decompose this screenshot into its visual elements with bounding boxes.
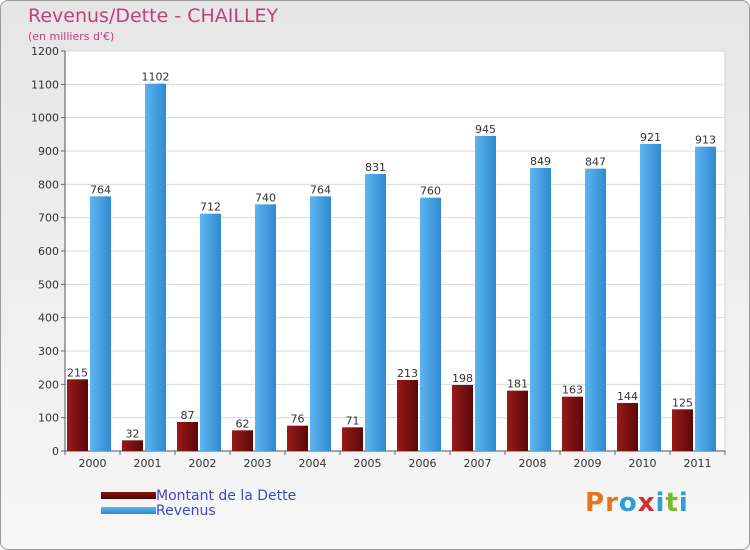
- data-label-revenus: 831: [365, 161, 386, 174]
- bar-revenus: [365, 174, 386, 451]
- y-tick-label: 800: [38, 178, 59, 191]
- bar-dette: [287, 425, 308, 451]
- x-tick-label: 2011: [684, 457, 712, 470]
- data-label-dette: 198: [452, 372, 473, 385]
- bar-dette: [122, 440, 143, 451]
- data-label-dette: 87: [181, 409, 195, 422]
- y-tick-label: 1100: [31, 78, 59, 91]
- bar-dette: [177, 422, 198, 451]
- bar-dette: [562, 396, 583, 451]
- x-tick-label: 2004: [299, 457, 327, 470]
- data-label-dette: 32: [126, 427, 140, 440]
- y-tick-label: 100: [38, 412, 59, 425]
- bar-revenus: [145, 83, 166, 452]
- y-tick-label: 400: [38, 312, 59, 325]
- proxiti-logo: Proxiti: [585, 488, 689, 518]
- bar-revenus: [530, 168, 551, 451]
- bar-dette: [397, 380, 418, 451]
- x-tick-label: 2007: [464, 457, 492, 470]
- data-label-revenus: 849: [530, 155, 551, 168]
- bar-revenus: [310, 196, 331, 451]
- data-label-revenus: 764: [90, 183, 111, 196]
- legend-label-dette: Montant de la Dette: [156, 487, 297, 504]
- y-tick-label: 1200: [31, 45, 59, 58]
- data-label-revenus: 712: [200, 201, 221, 214]
- data-label-dette: 76: [291, 413, 305, 426]
- data-label-dette: 71: [346, 414, 360, 427]
- chart-title: Revenus/Dette - CHAILLEY: [28, 5, 279, 27]
- y-tick-label: 600: [38, 245, 59, 258]
- bar-revenus: [255, 204, 276, 451]
- legend-swatch-dette: [101, 492, 156, 499]
- y-tick-label: 900: [38, 145, 59, 158]
- legend-item-dette: Montant de la Dette: [101, 487, 297, 504]
- x-tick-label: 2005: [354, 457, 382, 470]
- bar-revenus: [585, 168, 606, 451]
- bar-dette: [342, 427, 363, 451]
- x-tick-label: 2010: [629, 457, 657, 470]
- bar-dette: [672, 409, 693, 451]
- y-tick-label: 200: [38, 378, 59, 391]
- bar-revenus: [90, 196, 111, 451]
- bar-revenus: [695, 146, 716, 451]
- legend-swatch-revenus: [101, 507, 156, 514]
- bar-dette: [232, 430, 253, 451]
- bar-revenus: [420, 197, 441, 451]
- x-tick-label: 2001: [134, 457, 162, 470]
- bar-revenus: [475, 136, 496, 451]
- y-tick-label: 0: [52, 445, 59, 458]
- chart-subtitle: (en milliers d'€): [28, 30, 115, 43]
- bar-revenus: [640, 144, 661, 451]
- y-tick-label: 700: [38, 212, 59, 225]
- bar-dette: [452, 385, 473, 451]
- data-label-revenus: 921: [640, 131, 661, 144]
- legend-item-revenus: Revenus: [101, 502, 296, 519]
- x-tick-label: 2006: [409, 457, 437, 470]
- x-tick-label: 2003: [244, 457, 272, 470]
- x-tick-label: 2002: [189, 457, 217, 470]
- bar-dette: [67, 379, 88, 451]
- data-label-dette: 213: [397, 367, 418, 380]
- data-label-dette: 62: [236, 417, 250, 430]
- bar-dette: [617, 403, 638, 451]
- bar-revenus: [200, 213, 221, 451]
- data-label-revenus: 847: [585, 156, 606, 169]
- legend-label-revenus: Revenus: [156, 502, 216, 519]
- legend: Montant de la Dette Revenus: [101, 487, 297, 519]
- data-label-dette: 215: [67, 366, 88, 379]
- data-label-dette: 181: [507, 378, 528, 391]
- data-label-dette: 163: [562, 384, 583, 397]
- data-label-dette: 125: [672, 396, 693, 409]
- y-tick-label: 1000: [31, 112, 59, 125]
- data-label-revenus: 913: [695, 134, 716, 147]
- bar-dette: [507, 390, 528, 451]
- x-tick-label: 2000: [79, 457, 107, 470]
- data-label-revenus: 764: [310, 183, 331, 196]
- data-label-dette: 144: [617, 390, 638, 403]
- y-tick-label: 500: [38, 278, 59, 291]
- x-tick-label: 2009: [574, 457, 602, 470]
- data-label-revenus: 760: [420, 185, 441, 198]
- data-label-revenus: 740: [255, 191, 276, 204]
- y-tick-label: 300: [38, 345, 59, 358]
- data-label-revenus: 945: [475, 123, 496, 136]
- x-tick-label: 2008: [519, 457, 547, 470]
- data-label-revenus: 1102: [142, 71, 170, 84]
